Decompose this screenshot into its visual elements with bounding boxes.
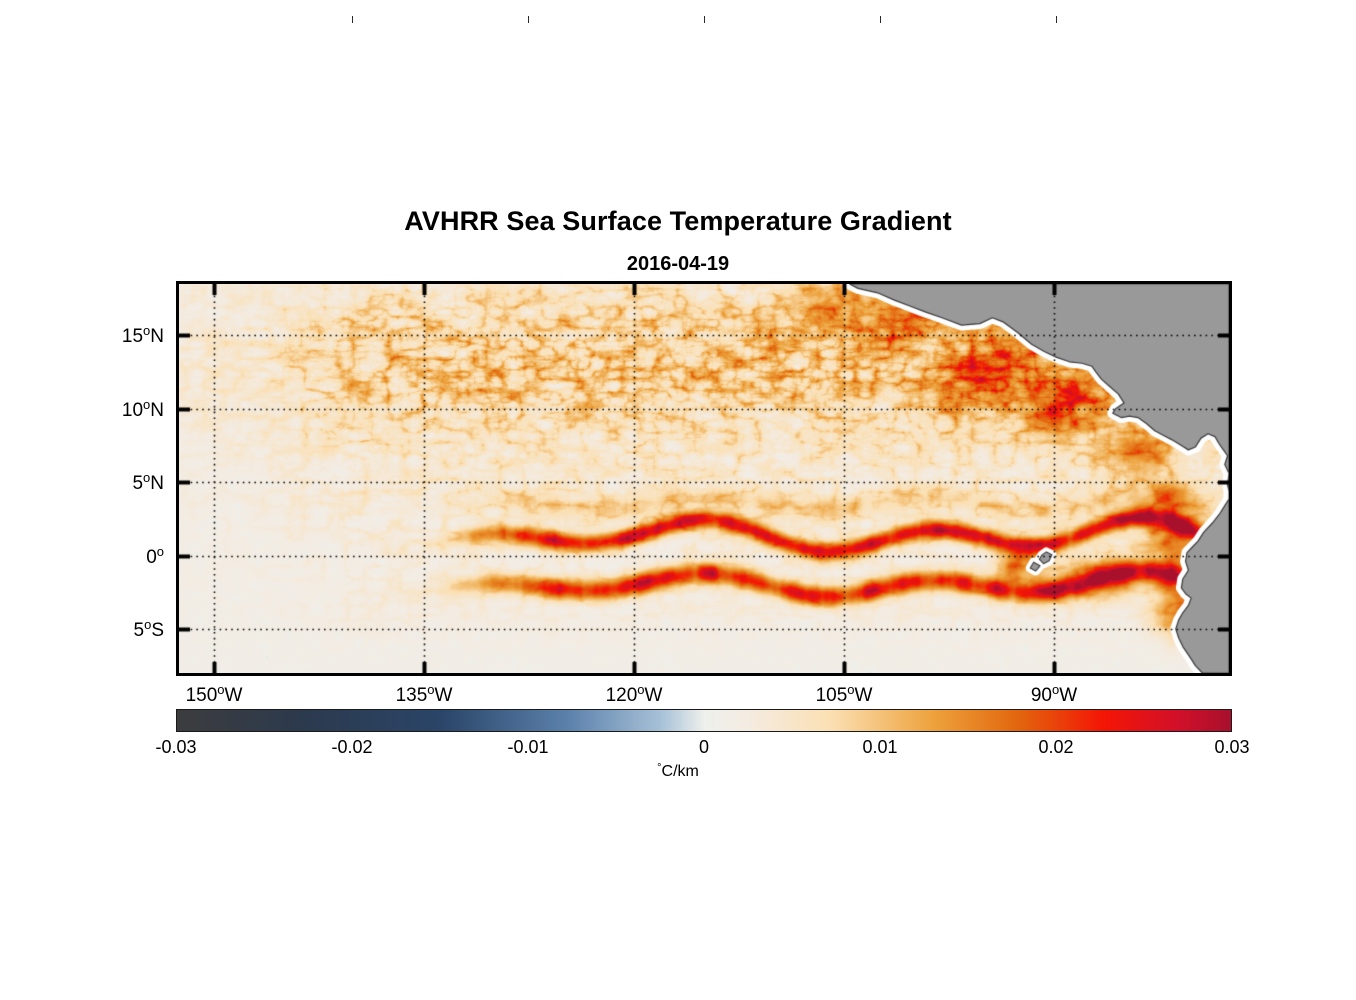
x-tick-label: 135oW bbox=[395, 682, 453, 706]
y-tick-label: 5oN bbox=[132, 470, 164, 495]
colorbar-tick-label: 0 bbox=[698, 737, 709, 757]
colorbar bbox=[176, 709, 1232, 732]
colorbar-tick-label: 0.03 bbox=[1214, 737, 1250, 757]
y-tick-label: 15oN bbox=[121, 323, 164, 348]
x-tick-label: 150oW bbox=[185, 682, 243, 706]
map-axes bbox=[176, 281, 1232, 676]
colorbar-tick bbox=[880, 16, 881, 23]
y-tick-label: 0o bbox=[146, 543, 164, 568]
colorbar-tick-label: -0.01 bbox=[507, 737, 549, 757]
y-tick-label: 10oN bbox=[121, 396, 164, 421]
colorbar-tick-label: -0.03 bbox=[155, 737, 197, 757]
colorbar-tick bbox=[352, 16, 353, 23]
page-title: AVHRR Sea Surface Temperature Gradient bbox=[404, 206, 952, 236]
x-tick-label: 105oW bbox=[815, 682, 873, 706]
colorbar-tick bbox=[704, 16, 705, 23]
figure-subtitle-date: 2016-04-19 bbox=[626, 253, 730, 275]
y-tick-label: 5oS bbox=[133, 616, 165, 641]
land-mask-overlay bbox=[179, 284, 1229, 673]
colorbar-tick-label: -0.02 bbox=[331, 737, 373, 757]
colorbar-tick bbox=[1056, 16, 1057, 23]
colorbar-canvas bbox=[177, 710, 1231, 731]
colorbar-unit-label: °C/km bbox=[657, 762, 699, 780]
colorbar-tick-label: 0.02 bbox=[1038, 737, 1074, 757]
colorbar-tick-label: 0.01 bbox=[862, 737, 898, 757]
colorbar-gradient bbox=[176, 709, 1232, 732]
x-tick-label: 120oW bbox=[605, 682, 663, 706]
colorbar-tick bbox=[528, 16, 529, 23]
x-tick-label: 90oW bbox=[1030, 682, 1078, 706]
